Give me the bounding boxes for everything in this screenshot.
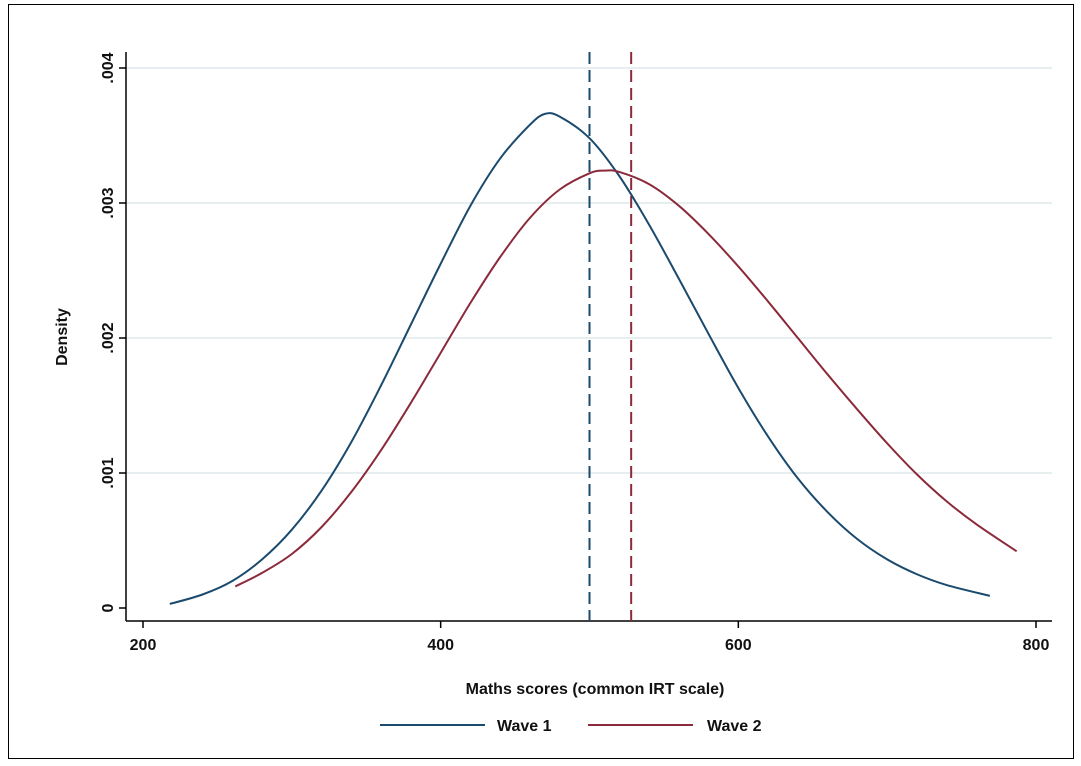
reference-lines (588, 52, 633, 621)
series-lines (169, 112, 1018, 605)
tick-labels: 0 .001 .002 .003 .004 200 400 600 800 (100, 52, 1049, 654)
x-tick-label: 400 (427, 637, 454, 654)
chart-frame (8, 4, 1074, 759)
legend: Wave 1 Wave 2 (380, 718, 762, 735)
x-axis-title: Maths scores (common IRT scale) (466, 681, 725, 698)
y-tick-label: .004 (100, 52, 117, 83)
y-axis-title: Density (54, 308, 71, 366)
y-tick-label: .003 (100, 187, 117, 218)
x-tick-label: 600 (725, 637, 752, 654)
y-tick-label: .002 (100, 322, 117, 353)
y-tick-label: 0 (100, 603, 117, 612)
legend-label-wave-1: Wave 1 (497, 718, 552, 735)
x-tick-label: 200 (130, 637, 157, 654)
x-tick-label: 800 (1023, 637, 1050, 654)
density-curve-wave-1 (169, 112, 991, 605)
y-tick-label: .001 (100, 457, 117, 488)
legend-label-wave-2: Wave 2 (707, 718, 762, 735)
density-curve-wave-2 (234, 169, 1018, 588)
axes (119, 52, 1052, 628)
